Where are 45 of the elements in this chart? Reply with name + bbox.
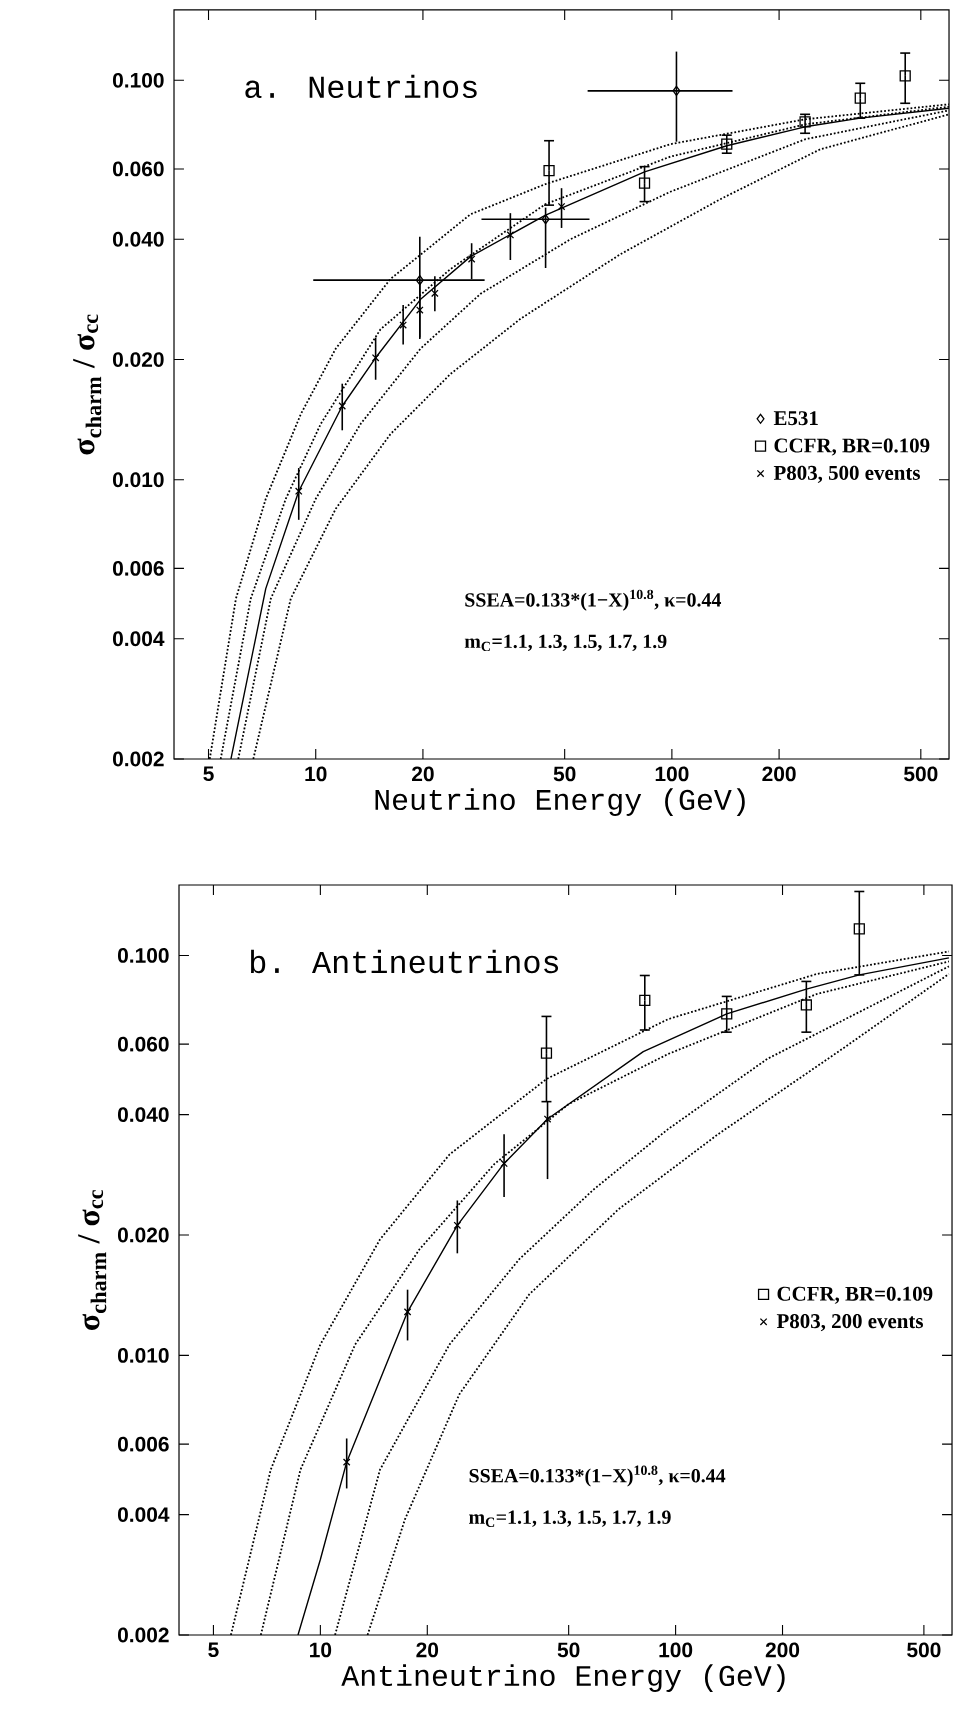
y-tick-label: 0.040 [117,1107,169,1122]
y-tick-label: 0.004 [112,631,165,647]
text: b. Antineutrinos [251,949,559,974]
y-tick-label: 0.006 [117,1436,169,1452]
x-tick-label: 200 [762,766,796,782]
y-tick-label: 0.040 [112,231,164,247]
x-axis-title: Neutrino Energy (GeV) [375,788,745,817]
legend-label: P803, 500 events [773,465,920,483]
y-tick-label: 0.100 [117,948,169,963]
y-tick-label: 0.010 [117,1348,169,1363]
legend-label: E531 [773,411,818,426]
y-tick-label: 0.020 [117,1227,169,1243]
x-tick-label: 500 [904,766,938,782]
y-axis-title: σ$_{charm}$ / σ$_{cc}$ [78,1189,107,1330]
x-tick-label: 20 [416,1642,439,1658]
x-tick-label: 5 [208,1642,219,1658]
y-tick-label: 0.100 [112,72,164,88]
y-tick-label: 0.010 [112,472,164,488]
x-axis-title: Antineutrino Energy (GeV) [341,1664,785,1693]
x-tick-label: 5 [203,766,214,782]
legend-label: CCFR, BR=0.109 [774,438,930,456]
annotation: m$_{C}$=1.1, 1.3, 1.5, 1.7, 1.9 [464,634,667,652]
x-tick-label: 100 [659,1642,693,1658]
annotation: m$_{C}$=1.1, 1.3, 1.5, 1.7, 1.9 [469,1510,671,1527]
text: a. Neutrinos [245,74,477,99]
y-tick-label: 0.006 [112,560,164,576]
y-tick-label: 0.060 [117,1036,169,1052]
y-tick-label: 0.004 [117,1507,170,1522]
y-tick-label: 0.020 [112,352,164,367]
x-tick-label: 20 [412,766,434,782]
annotation: SSEA=0.133*(1−X)$^{10.8}$, κ=0.44 [465,589,722,611]
x-tick-label: 200 [765,1642,800,1658]
annotation: SSEA=0.133*(1−X)$^{10.8}$, κ=0.44 [469,1465,726,1487]
y-tick-label: 0.002 [117,1627,169,1643]
x-tick-label: 100 [655,766,689,782]
x-tick-label: 10 [305,766,327,782]
y-axis-title: σ$_{charm}$ / σ$_{cc}$ [73,314,102,455]
y-tick-label: 0.002 [112,751,164,767]
legend-label: CCFR, BR=0.109 [777,1286,933,1304]
x-tick-label: 50 [557,1642,580,1658]
x-tick-label: 500 [907,1642,941,1658]
y-tick-label: 0.060 [112,161,164,177]
x-tick-label: 50 [553,766,576,782]
x-tick-label: 10 [310,1642,332,1658]
legend-label: P803, 200 events [776,1314,923,1332]
